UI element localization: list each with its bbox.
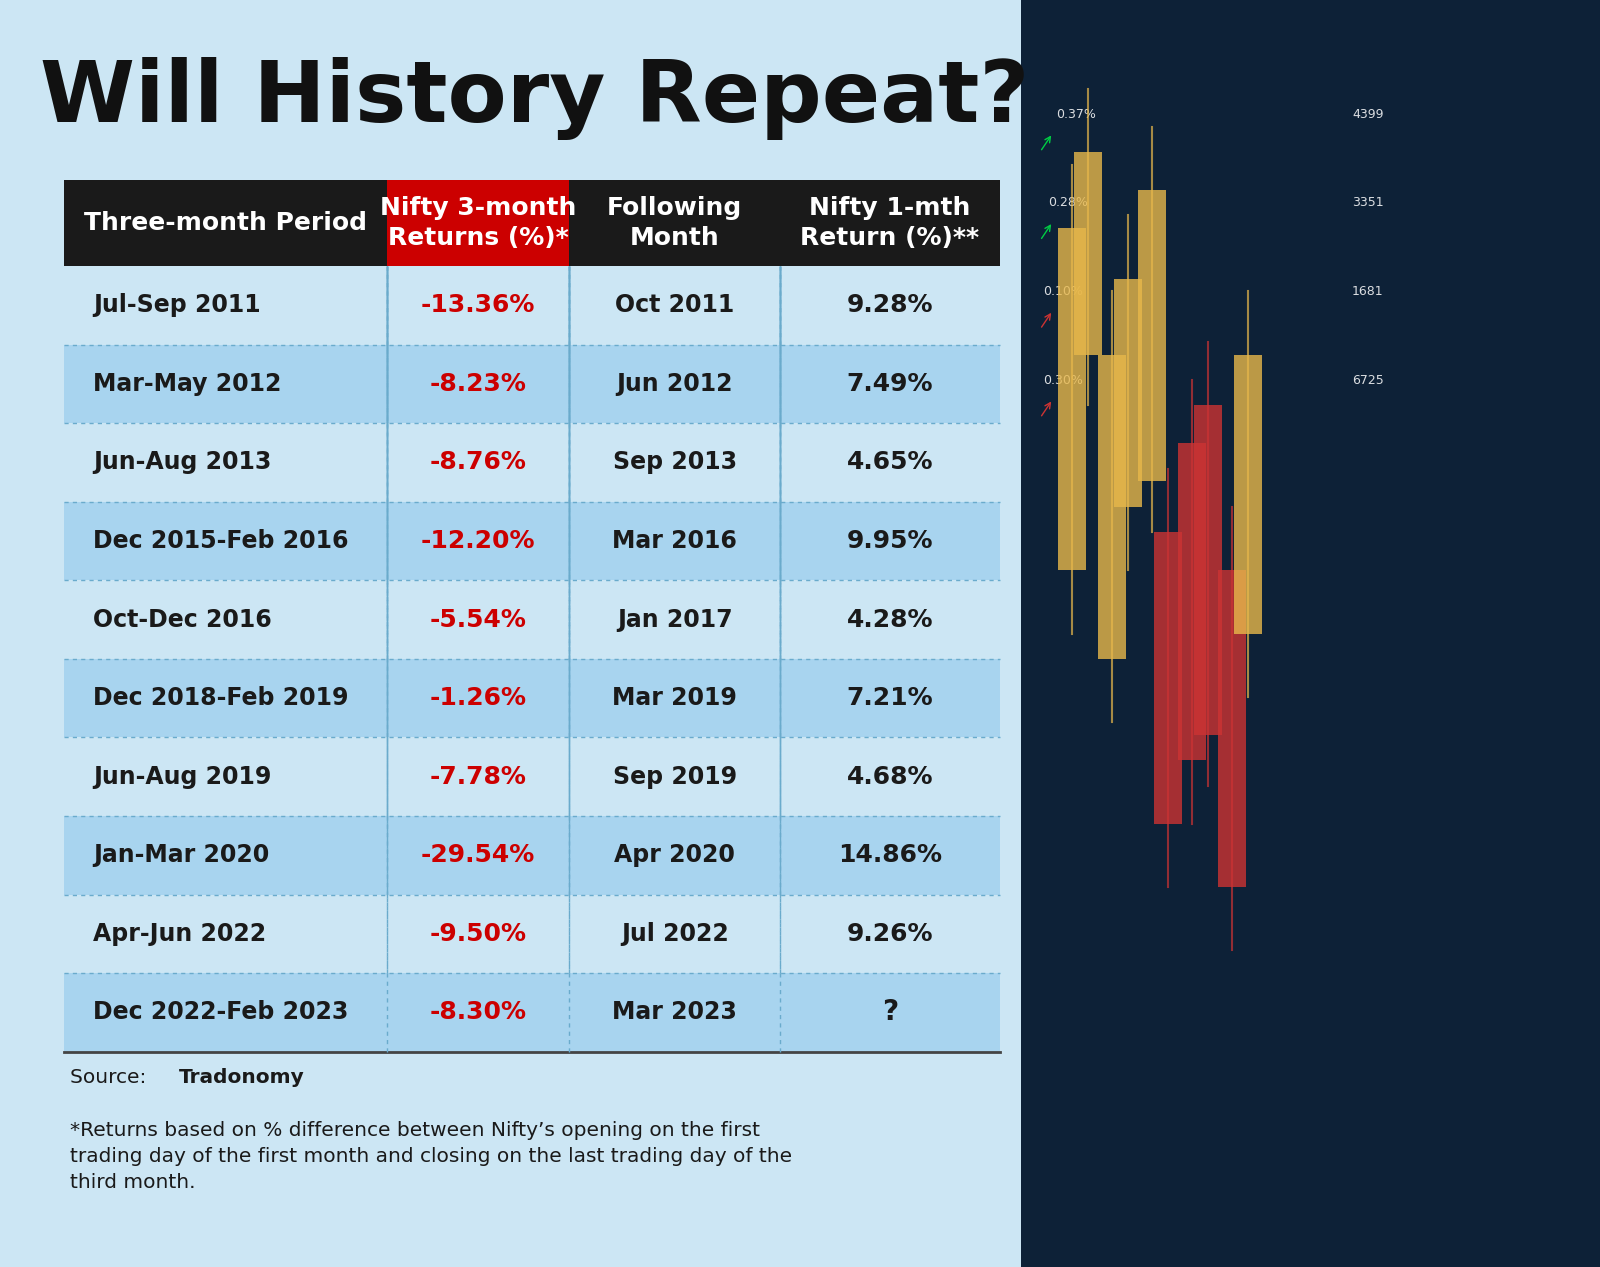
Text: Dec 2018-Feb 2019: Dec 2018-Feb 2019 [93,687,349,710]
Text: -12.20%: -12.20% [421,530,536,552]
Bar [1194,405,1222,735]
Text: 4.28%: 4.28% [846,608,933,631]
Text: -8.23%: -8.23% [430,372,526,395]
Text: 0.28%: 0.28% [1048,196,1088,209]
Text: 7.49%: 7.49% [846,372,933,395]
Bar [570,180,781,266]
Text: 7.21%: 7.21% [846,687,933,710]
Bar [64,659,1000,737]
Text: *Returns based on % difference between Nifty’s opening on the first
trading day : *Returns based on % difference between N… [70,1121,792,1192]
Text: Jul 2022: Jul 2022 [621,922,728,945]
Text: 9.28%: 9.28% [846,294,933,317]
Text: Jan-Mar 2020: Jan-Mar 2020 [93,844,269,867]
Text: Source:: Source: [70,1068,154,1087]
Text: Jan 2017: Jan 2017 [618,608,733,631]
Text: Apr-Jun 2022: Apr-Jun 2022 [93,922,266,945]
Text: 4.65%: 4.65% [846,451,933,474]
Text: -9.50%: -9.50% [430,922,526,945]
Text: Three-month Period: Three-month Period [83,212,366,234]
Text: 9.26%: 9.26% [846,922,933,945]
Bar [64,737,1000,816]
Text: -7.78%: -7.78% [430,765,526,788]
Text: Nifty 3-month
Returns (%)*: Nifty 3-month Returns (%)* [379,196,576,250]
Text: Mar 2023: Mar 2023 [613,1001,738,1024]
Text: 0.30%: 0.30% [1043,374,1083,386]
Text: 14.86%: 14.86% [838,844,942,867]
Text: Nifty 1-mth
Return (%)**: Nifty 1-mth Return (%)** [800,196,979,250]
Text: 9.95%: 9.95% [846,530,933,552]
Bar [1021,0,1600,1267]
Bar [1154,532,1182,824]
Text: ?: ? [882,998,898,1026]
Text: Dec 2015-Feb 2016: Dec 2015-Feb 2016 [93,530,349,552]
Text: Following
Month: Following Month [606,196,742,250]
Text: Sep 2019: Sep 2019 [613,765,738,788]
Bar [1098,355,1126,659]
Bar [64,580,1000,659]
Bar [781,180,1000,266]
Text: 4399: 4399 [1352,108,1384,120]
Text: -13.36%: -13.36% [421,294,536,317]
Text: 0.37%: 0.37% [1056,108,1096,120]
Text: -8.30%: -8.30% [430,1001,526,1024]
Text: Will History Repeat?: Will History Repeat? [40,57,1029,141]
Text: 1681: 1681 [1352,285,1384,298]
Text: -29.54%: -29.54% [421,844,536,867]
Bar [1138,190,1166,481]
Text: -8.76%: -8.76% [430,451,526,474]
Text: Mar 2019: Mar 2019 [613,687,738,710]
Bar [64,423,1000,502]
Bar [64,816,1000,895]
Bar [1058,228,1086,570]
Bar [1234,355,1262,634]
Bar [64,895,1000,973]
Bar [64,345,1000,423]
Text: Tradonomy: Tradonomy [179,1068,306,1087]
Text: Oct 2011: Oct 2011 [614,294,734,317]
Bar [1114,279,1142,507]
Bar [64,180,387,266]
Text: Jun-Aug 2013: Jun-Aug 2013 [93,451,270,474]
Bar [64,266,1000,345]
Bar [64,973,1000,1052]
Bar [64,502,1000,580]
Text: -5.54%: -5.54% [430,608,526,631]
Text: 6725: 6725 [1352,374,1384,386]
Text: Jun 2012: Jun 2012 [616,372,733,395]
Bar [387,180,570,266]
Bar [1178,443,1206,760]
Text: 4.68%: 4.68% [846,765,933,788]
Text: Jul-Sep 2011: Jul-Sep 2011 [93,294,261,317]
Bar [1074,152,1102,355]
Text: 3351: 3351 [1352,196,1384,209]
Text: Sep 2013: Sep 2013 [613,451,738,474]
Text: Jun-Aug 2019: Jun-Aug 2019 [93,765,270,788]
Text: Dec 2022-Feb 2023: Dec 2022-Feb 2023 [93,1001,349,1024]
Text: Apr 2020: Apr 2020 [614,844,734,867]
Text: -1.26%: -1.26% [430,687,526,710]
Text: 0.10%: 0.10% [1043,285,1083,298]
Text: Mar 2016: Mar 2016 [613,530,738,552]
Text: Oct-Dec 2016: Oct-Dec 2016 [93,608,272,631]
Bar [1218,570,1246,887]
Text: Mar-May 2012: Mar-May 2012 [93,372,282,395]
